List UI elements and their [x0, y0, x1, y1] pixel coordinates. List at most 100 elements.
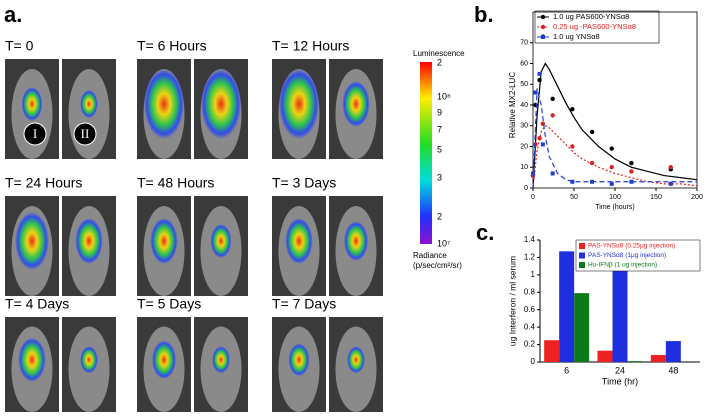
colorbar — [420, 62, 432, 244]
image-label: T= 0 — [5, 38, 34, 54]
y-tick-label: 1 — [531, 270, 536, 279]
data-point — [537, 77, 542, 83]
colorbar-label: 9 — [437, 107, 442, 117]
data-point — [570, 144, 575, 149]
data-point — [668, 181, 673, 186]
legend-box — [575, 239, 701, 272]
bar — [597, 350, 613, 362]
x-tick-label: 150 — [650, 194, 662, 201]
image-label: T= 3 Days — [272, 175, 336, 191]
data-point — [589, 129, 595, 135]
legend-swatch — [579, 243, 585, 249]
signal — [143, 69, 185, 139]
y-tick-label: 0.2 — [524, 340, 536, 349]
colorbar-label: 5 — [437, 144, 442, 154]
panel-label: a. — [4, 2, 22, 27]
y-tick-label: 1.4 — [524, 235, 536, 244]
image-label: T= 48 Hours — [137, 175, 214, 191]
fit-line — [532, 88, 697, 189]
y-tick-label: 1.2 — [524, 253, 536, 262]
data-point — [570, 179, 575, 184]
y-tick-label: 0.4 — [524, 322, 536, 331]
signal — [75, 218, 103, 264]
data-point — [550, 96, 555, 101]
panel-label: c. — [476, 220, 494, 245]
mouse-mark: II — [81, 126, 90, 141]
bar — [544, 340, 560, 362]
data-point — [629, 179, 634, 184]
signal — [151, 340, 177, 379]
signal — [278, 69, 320, 139]
signal — [342, 81, 370, 127]
y-tick-label: 50 — [520, 81, 528, 88]
bar — [665, 341, 681, 362]
y-tick-label: 0 — [524, 185, 528, 192]
data-point — [590, 179, 595, 184]
x-tick-label: 24 — [615, 365, 625, 375]
data-point — [533, 90, 538, 95]
y-tick-label: 0.8 — [524, 287, 536, 296]
colorbar-label: 2 — [437, 57, 442, 67]
data-point — [540, 142, 545, 147]
legend-label: Hu-IFNβ (1 ug injection) — [588, 262, 657, 269]
data-point — [570, 106, 575, 112]
fit-line — [532, 124, 698, 189]
legend-swatch — [579, 262, 585, 268]
signal — [347, 346, 365, 374]
data-point — [629, 160, 634, 166]
bar — [650, 355, 666, 362]
data-point — [550, 113, 555, 118]
x-tick-label: 200 — [691, 194, 703, 201]
signal — [288, 343, 310, 377]
data-point — [533, 142, 538, 147]
data-point — [609, 146, 614, 151]
image-label: T= 4 Days — [5, 296, 69, 312]
bar — [612, 268, 628, 362]
colorbar-label: 7 — [437, 124, 442, 134]
data-point — [531, 171, 535, 176]
colorbar-label: 2 — [437, 211, 442, 221]
signal — [80, 90, 98, 118]
signal — [343, 221, 369, 261]
y-tick-label: 0 — [531, 357, 536, 366]
legend-label: 1.0 ug YNSα8 — [553, 32, 600, 41]
signal — [212, 346, 230, 374]
y-tick-label: 40 — [520, 102, 528, 109]
mouse-mark: I — [33, 126, 37, 141]
x-tick-label: 6 — [564, 365, 569, 375]
signal — [210, 224, 232, 258]
y-axis-label: ug Interferon / ml serum — [507, 256, 517, 346]
data-point — [589, 160, 595, 166]
fit-line — [532, 62, 698, 189]
image-label: T= 6 Hours — [137, 38, 207, 54]
colorbar-label: 10⁸ — [437, 91, 451, 101]
data-point — [668, 165, 673, 170]
image-label: T= 5 Days — [137, 296, 201, 312]
data-point — [537, 136, 542, 141]
legend-label: PAS-YNSα8 (1μg injection) — [588, 252, 666, 259]
legend-marker — [540, 24, 546, 30]
mark-badge — [23, 122, 47, 146]
colorbar-label: 10⁷ — [437, 238, 450, 248]
y-tick-label: 20 — [520, 143, 528, 150]
colorbar-title: Luminescence — [413, 49, 465, 58]
x-axis-label: Time (hours) — [595, 204, 634, 211]
signal — [150, 218, 178, 264]
x-tick-label: 100 — [609, 194, 621, 201]
x-tick-label: 48 — [668, 365, 678, 375]
y-tick-label: 70 — [520, 40, 528, 47]
legend-swatch — [579, 252, 585, 259]
signal — [18, 337, 46, 382]
y-tick-label: 0.6 — [524, 305, 536, 314]
signal — [200, 69, 242, 139]
data-point — [609, 165, 614, 170]
data-point — [537, 71, 542, 76]
data-point — [629, 169, 634, 174]
colorbar-unit: (p/sec/cm²/sr) — [413, 261, 462, 270]
data-point — [609, 181, 614, 186]
colorbar-label: 3 — [437, 172, 442, 182]
colorbar-unit: Radiance — [413, 251, 447, 260]
signal — [21, 87, 43, 121]
bar — [574, 293, 590, 362]
signal — [285, 218, 313, 264]
